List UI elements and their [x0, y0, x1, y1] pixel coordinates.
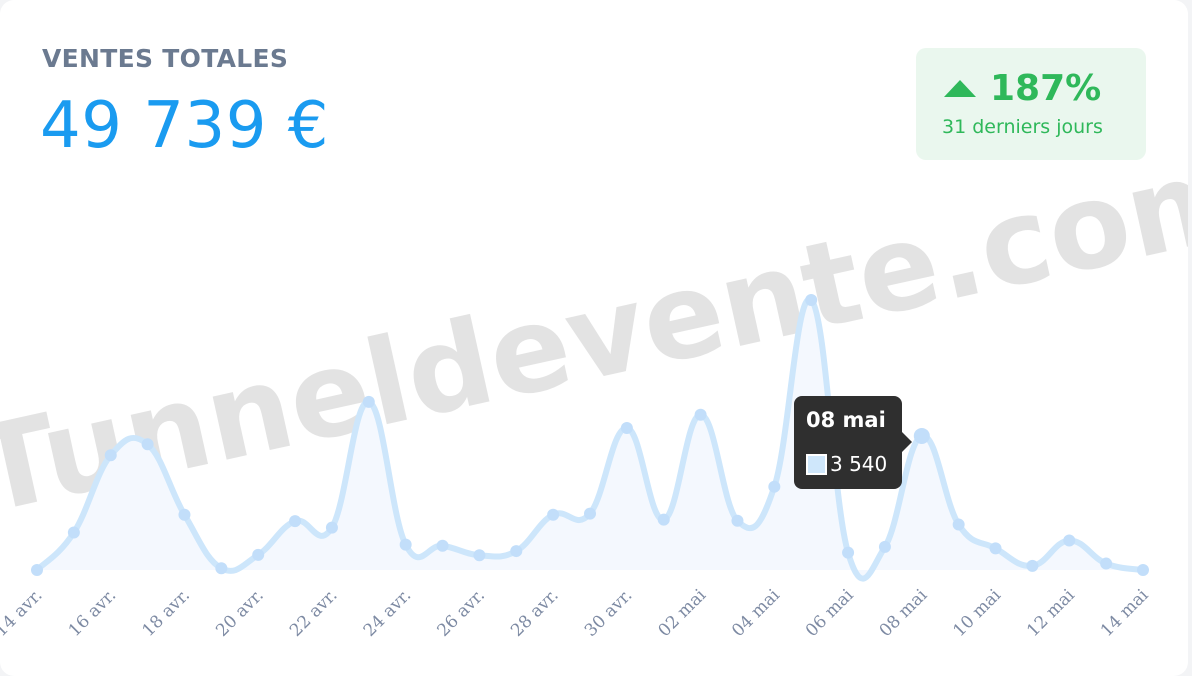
- chart-point[interactable]: [768, 480, 781, 493]
- x-tick-label: 20 avr.: [212, 585, 267, 640]
- chart-point[interactable]: [878, 540, 891, 553]
- card-title: VENTES TOTALES: [42, 44, 289, 73]
- x-tick-label: 06 mai: [802, 585, 858, 641]
- chart-point[interactable]: [805, 294, 818, 306]
- x-tick-label: 12 mai: [1023, 585, 1079, 641]
- chart-point[interactable]: [510, 545, 523, 558]
- chart-point[interactable]: [657, 513, 670, 526]
- tooltip-swatch: [806, 453, 827, 475]
- chart-point[interactable]: [694, 408, 707, 421]
- x-tick-label: 08 mai: [876, 585, 932, 641]
- chart-point[interactable]: [104, 449, 117, 462]
- growth-percent: 187%: [990, 68, 1102, 109]
- chart-point[interactable]: [1026, 559, 1039, 572]
- x-tick-label: 28 avr.: [507, 585, 562, 640]
- chart-point[interactable]: [325, 521, 338, 534]
- tooltip-value: 3 540: [830, 452, 888, 476]
- chart-point[interactable]: [178, 508, 191, 521]
- growth-badge: 187% 31 derniers jours: [916, 48, 1146, 160]
- watermark: Tunneldevente.com: [0, 124, 1188, 540]
- chart-point[interactable]: [1063, 534, 1076, 547]
- tooltip-date: 08 mai: [806, 408, 886, 432]
- x-axis-ticks: 14 avr. 16 avr. 18 avr. 20 avr. 22 avr. 24 av…: [0, 585, 1153, 641]
- x-tick-label: 30 avr.: [581, 585, 636, 640]
- growth-period: 31 derniers jours: [942, 116, 1103, 138]
- x-tick-label: 02 mai: [654, 585, 710, 641]
- chart-point[interactable]: [547, 508, 560, 521]
- x-tick-label: 10 mai: [949, 585, 1005, 641]
- growth-row: 187%: [944, 68, 1101, 109]
- chart-point[interactable]: [731, 514, 744, 527]
- x-tick-label: 24 avr.: [360, 585, 415, 640]
- x-tick-label: 16 avr.: [65, 585, 120, 640]
- x-tick-label: 22 avr.: [286, 585, 341, 640]
- chart-point[interactable]: [252, 548, 265, 561]
- x-tick-label: 14 mai: [1097, 585, 1153, 641]
- x-tick-label: 18 avr.: [139, 585, 194, 640]
- chart-points: [31, 294, 1149, 576]
- chart-point[interactable]: [584, 507, 596, 520]
- chart-point[interactable]: [141, 438, 154, 451]
- chart-point[interactable]: [473, 549, 486, 562]
- chart-point[interactable]: [362, 395, 375, 408]
- chart-point[interactable]: [436, 539, 449, 552]
- total-sales-value: 49 739 €: [40, 89, 329, 163]
- chart-point[interactable]: [913, 427, 930, 444]
- chart-point[interactable]: [989, 542, 1002, 555]
- chart-point[interactable]: [842, 546, 855, 559]
- chart-point[interactable]: [952, 518, 965, 531]
- chart-point[interactable]: [1100, 557, 1113, 570]
- x-tick-label: 14 avr.: [0, 585, 47, 640]
- arrow-up-icon: [944, 80, 976, 97]
- x-tick-label: 04 mai: [728, 585, 784, 641]
- chart-point[interactable]: [31, 564, 43, 576]
- chart-point[interactable]: [215, 562, 228, 575]
- tooltip-row: 3 540: [806, 452, 887, 476]
- chart-point[interactable]: [67, 526, 80, 539]
- x-tick-label: 26 avr.: [433, 585, 488, 640]
- chart-point[interactable]: [289, 515, 302, 528]
- chart-point[interactable]: [1137, 564, 1149, 576]
- chart-point[interactable]: [620, 421, 633, 434]
- chart-point[interactable]: [399, 538, 412, 551]
- chart-tooltip: 08 mai 3 540: [794, 396, 912, 489]
